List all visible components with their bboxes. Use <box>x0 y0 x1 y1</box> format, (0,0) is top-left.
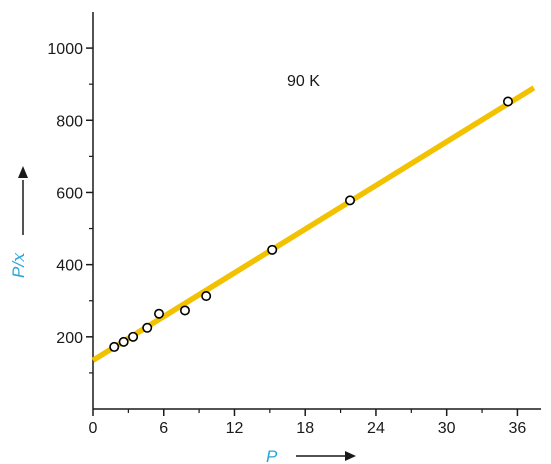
y-tick-label: 600 <box>56 185 83 202</box>
data-point <box>109 341 120 352</box>
x-tick-label: 6 <box>159 420 168 437</box>
tick-labels: 0 6 12 18 24 30 36 200 400 600 800 1000 <box>47 41 526 437</box>
y-axis-arrow <box>18 166 28 235</box>
data-point <box>179 305 190 316</box>
x-tick-label: 0 <box>89 420 98 437</box>
data-point <box>201 291 212 302</box>
data-point <box>345 195 356 206</box>
y-axis-label-sub: x <box>9 252 29 262</box>
fit-line <box>91 85 536 363</box>
x-tick-label: 24 <box>367 420 385 437</box>
y-axis-label-main: P/ <box>9 260 28 278</box>
x-tick-label: 18 <box>296 420 314 437</box>
x-tick-label: 30 <box>438 420 456 437</box>
x-axis-arrow <box>296 451 356 461</box>
data-point <box>118 336 129 347</box>
fit-line-group <box>91 85 536 363</box>
x-axis-label: P <box>266 447 278 464</box>
x-tick-label: 12 <box>226 420 244 437</box>
x-tick-label: 36 <box>509 420 527 437</box>
data-point <box>502 96 513 107</box>
axes <box>86 12 541 416</box>
y-tick-label: 800 <box>56 113 83 130</box>
data-point <box>142 322 153 333</box>
data-point <box>267 244 278 255</box>
y-tick-label: 1000 <box>47 41 83 58</box>
data-point <box>128 331 139 342</box>
annotation-temperature: 90 K <box>287 73 320 90</box>
y-tick-label: 200 <box>56 330 83 347</box>
y-tick-label: 400 <box>56 258 83 275</box>
data-point <box>154 308 165 319</box>
data-points <box>109 96 513 352</box>
y-axis-label: P/x <box>9 252 29 278</box>
